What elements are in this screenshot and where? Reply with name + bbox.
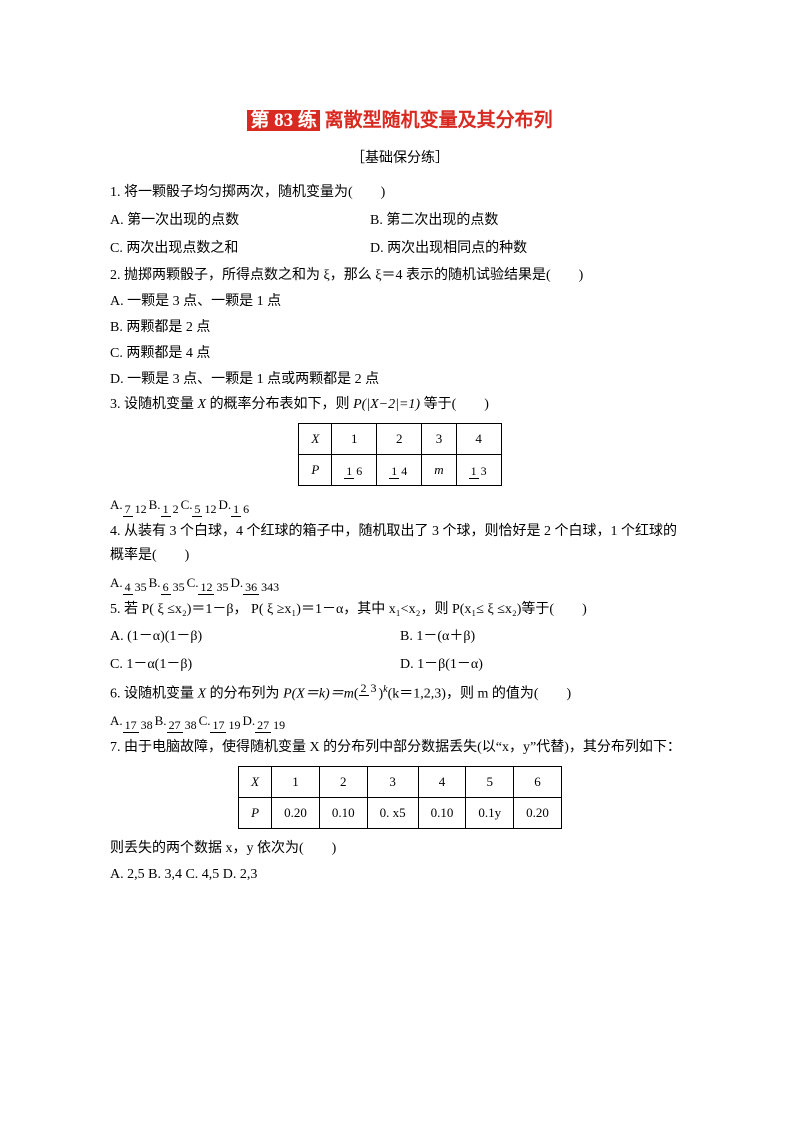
q1-opt-d: D. 两次出现相同点的种数 xyxy=(370,237,690,261)
q2-opt-b: B. 两颗都是 2 点 xyxy=(110,316,690,340)
q5-opt-a: A. (1－α)(1－β) xyxy=(110,625,400,649)
q5-opt-d: D. 1－β(1－α) xyxy=(400,653,690,677)
q2-opt-d: D. 一颗是 3 点、一颗是 1 点或两颗都是 2 点 xyxy=(110,368,690,392)
q5-opt-b: B. 1－(α＋β) xyxy=(400,625,690,649)
q6-options: A.1738B.2738C.1719D.2719 xyxy=(110,710,690,734)
subtitle: ［基础保分练］ xyxy=(110,147,690,171)
table-row: X 1 2 3 4 xyxy=(299,424,501,455)
q6-stem: 6. 设随机变量 X 的分布列为 P(X＝k)＝m(23)k(k＝1,2,3)，… xyxy=(110,681,690,706)
page-title: 第 83 练 离散型随机变量及其分布列 xyxy=(110,105,690,137)
q1-stem: 1. 将一颗骰子均匀掷两次，随机变量为( ) xyxy=(110,181,690,205)
q7-table: X 1 2 3 4 5 6 P 0.20 0.10 0. x5 0.10 0.1… xyxy=(238,766,562,829)
q3-stem: 3. 设随机变量 X 的概率分布表如下，则 P(|X−2|=1) 等于( ) xyxy=(110,393,690,417)
q3-options: A.712B.12C.512D.16 xyxy=(110,494,690,518)
page: 第 83 练 离散型随机变量及其分布列 ［基础保分练］ 1. 将一颗骰子均匀掷两… xyxy=(0,0,800,1132)
q2-opt-a: A. 一颗是 3 点、一颗是 1 点 xyxy=(110,290,690,314)
q3-table: X 1 2 3 4 P 16 14 m 13 xyxy=(298,423,501,486)
table-row: P 16 14 m 13 xyxy=(299,455,501,486)
q1-opt-a: A. 第一次出现的点数 xyxy=(110,209,370,233)
q1-opt-c: C. 两次出现点数之和 xyxy=(110,237,370,261)
q2-opt-c: C. 两颗都是 4 点 xyxy=(110,342,690,366)
q7-options: A. 2,5 B. 3,4 C. 4,5 D. 2,3 xyxy=(110,863,690,887)
q4-stem: 4. 从装有 3 个白球，4 个红球的箱子中，随机取出了 3 个球，则恰好是 2… xyxy=(110,520,690,568)
q5-stem: 5. 若 P( ξ ≤x₂)＝1－β， P( ξ ≥x₁)＝1－α，其中 x₁<… xyxy=(110,598,690,622)
q4-options: A.435B.635C.1235D.36343 xyxy=(110,572,690,596)
q2-stem: 2. 抛掷两颗骰子，所得点数之和为 ξ，那么 ξ＝4 表示的随机试验结果是( ) xyxy=(110,264,690,288)
table-row: X 1 2 3 4 5 6 xyxy=(239,767,562,798)
q1-opt-b: B. 第二次出现的点数 xyxy=(370,209,690,233)
title-rest: 离散型随机变量及其分布列 xyxy=(320,110,553,131)
title-highlight: 第 83 练 xyxy=(247,110,320,131)
q5-opt-c: C. 1－α(1－β) xyxy=(110,653,400,677)
table-row: P 0.20 0.10 0. x5 0.10 0.1y 0.20 xyxy=(239,798,562,829)
q7-stem1: 7. 由于电脑故障，使得随机变量 X 的分布列中部分数据丢失(以“x，y”代替)… xyxy=(110,736,690,760)
q7-stem2: 则丢失的两个数据 x，y 依次为( ) xyxy=(110,837,690,861)
